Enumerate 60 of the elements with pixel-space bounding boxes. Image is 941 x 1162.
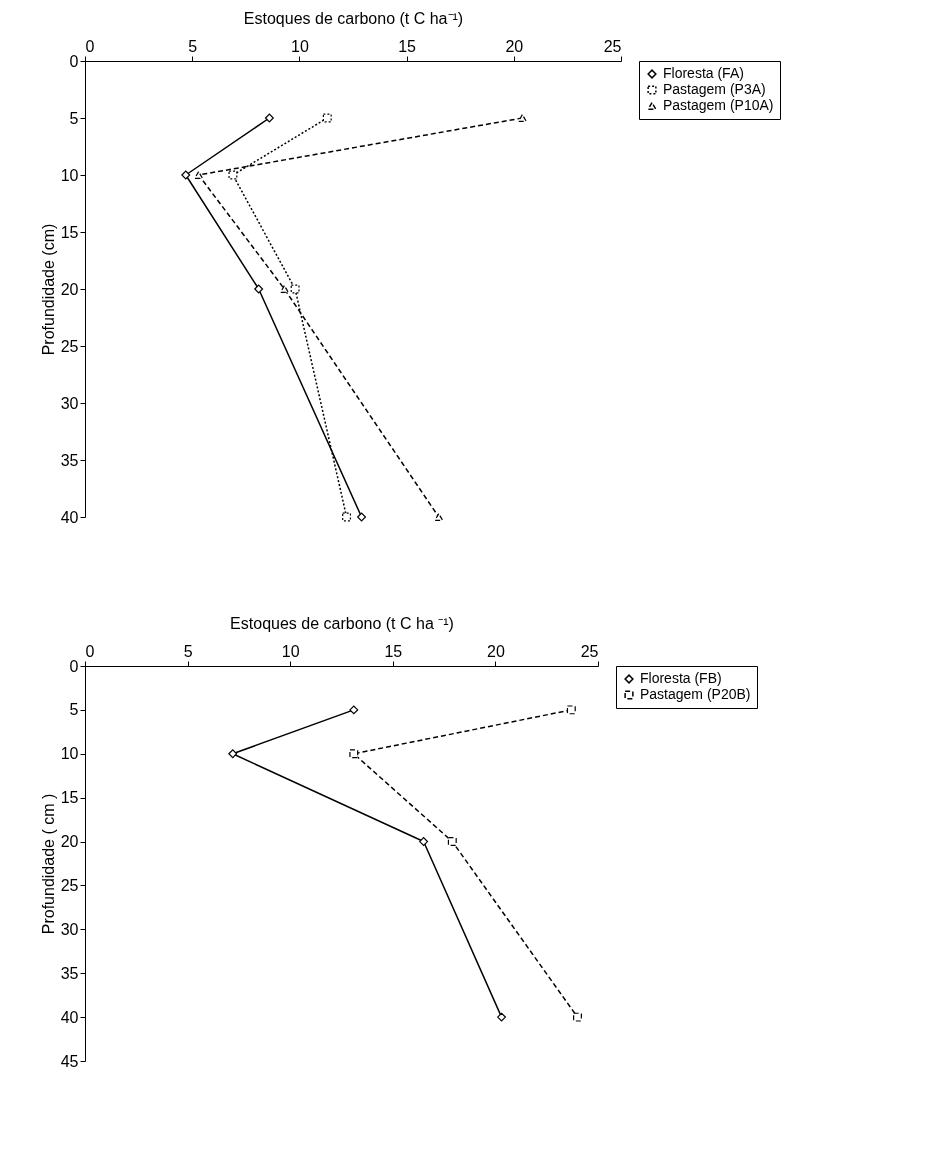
y-tick-label: 30	[60, 394, 79, 412]
point	[349, 749, 359, 759]
point	[279, 285, 289, 293]
x-tick-label: 25	[580, 642, 599, 660]
legend-label: Floresta (FA)	[663, 65, 744, 81]
y-tick-label: 25	[60, 876, 79, 894]
x-tick-label: 20	[505, 37, 524, 55]
y-tick-label: 35	[60, 964, 79, 982]
y-axis-title: Profundidade (cm)	[39, 223, 57, 356]
point	[447, 837, 457, 847]
point	[181, 170, 191, 180]
legend-label: Pastagem (P10A)	[663, 97, 774, 113]
y-tick-label: 10	[60, 745, 79, 763]
point	[434, 513, 444, 521]
y-tick-label: 5	[69, 109, 79, 127]
x-tick-label: 10	[291, 37, 309, 55]
x-tick-label: 15	[384, 642, 403, 660]
point	[228, 749, 238, 759]
y-tick-label: 20	[60, 833, 79, 851]
point	[566, 705, 576, 715]
point	[290, 284, 300, 294]
y-tick-label: 25	[60, 337, 79, 355]
y-tick-label: 5	[69, 701, 79, 719]
x-tick-label: 25	[603, 37, 622, 55]
x-tick-label: 0	[85, 642, 95, 660]
legend-label: Pastagem (P3A)	[663, 81, 766, 97]
y-tick-label: 40	[60, 508, 79, 526]
x-tick-label: 5	[188, 37, 198, 55]
point	[264, 113, 274, 123]
point	[497, 1012, 507, 1022]
x-axis-title: Estoques de carbono (t C ha⁻¹)	[243, 9, 464, 27]
x-axis-title: Estoques de carbono (t C ha ⁻¹)	[230, 614, 454, 632]
point	[419, 837, 429, 847]
y-tick-label: 35	[60, 451, 79, 469]
y-tick-label: 0	[69, 52, 79, 70]
y-tick-label: 0	[69, 657, 79, 675]
legend-label: Pastagem (P20B)	[640, 686, 751, 702]
point	[349, 705, 359, 715]
point	[357, 512, 367, 522]
point	[194, 171, 204, 179]
y-tick-label: 15	[60, 789, 79, 807]
x-tick-label: 10	[281, 642, 300, 660]
x-tick-label: 20	[487, 642, 505, 660]
y-tick-label: 20	[60, 280, 79, 298]
y-tick-label: 15	[60, 223, 79, 241]
point	[322, 113, 332, 123]
legend-label: Floresta (FB)	[640, 670, 722, 686]
point	[254, 284, 264, 294]
y-tick-label: 45	[60, 1052, 79, 1070]
point	[573, 1012, 582, 1022]
y-tick-label: 30	[60, 920, 79, 938]
point	[517, 114, 527, 122]
point	[228, 170, 238, 180]
y-tick-label: 40	[60, 1008, 79, 1026]
x-tick-label: 15	[398, 37, 417, 55]
y-tick-label: 10	[60, 166, 79, 184]
x-tick-label: 0	[85, 37, 95, 55]
x-tick-label: 5	[183, 642, 193, 660]
y-axis-title: Profundidade ( cm )	[39, 793, 57, 935]
point	[342, 512, 352, 522]
